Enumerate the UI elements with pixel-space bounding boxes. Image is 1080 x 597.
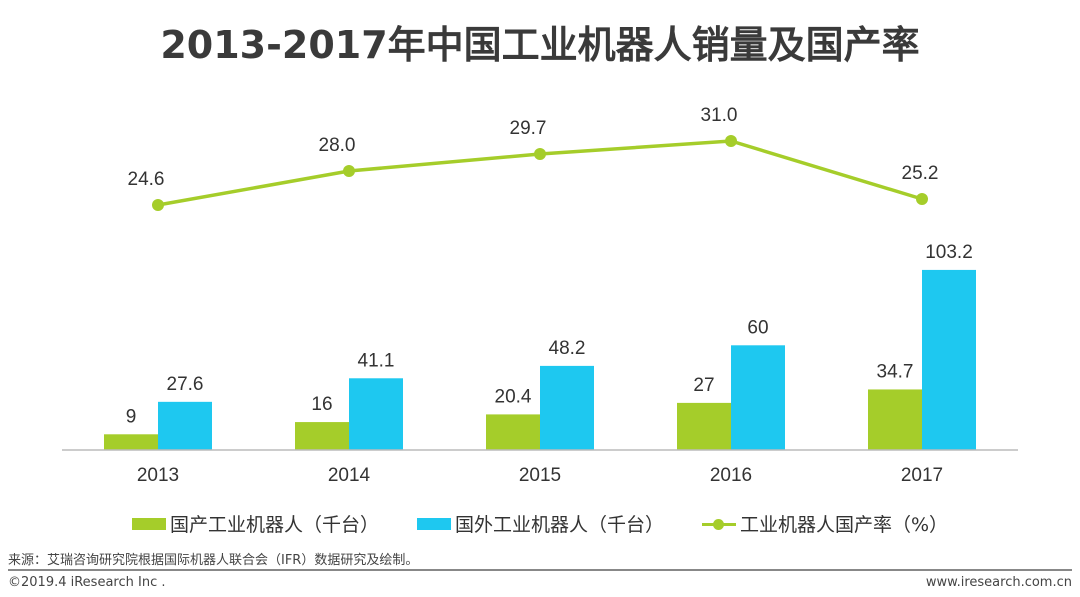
legend-label-domestic: 国产工业机器人（千台） (169, 514, 379, 536)
legend-label-rate: 工业机器人国产率（%） (739, 514, 949, 536)
rate-point-2014 (343, 165, 355, 177)
legend-swatch-domestic (131, 517, 166, 530)
bar-foreign-2013 (158, 401, 212, 450)
bar-label-foreign-2016: 60 (747, 317, 768, 338)
footer-divider (8, 569, 1072, 571)
bar-label-foreign-2014: 41.1 (358, 350, 395, 371)
chart-title: 2013-2017年中国工业机器人销量及国产率 (160, 23, 920, 67)
bar-label-domestic-2017: 34.7 (877, 361, 914, 382)
rate-point-2016 (725, 135, 737, 147)
bar-label-domestic-2014: 16 (311, 394, 332, 415)
bar-label-foreign-2017: 103.2 (925, 242, 973, 263)
rate-label-2015: 29.7 (510, 118, 547, 139)
x-tick-2013: 2013 (137, 465, 179, 486)
x-tick-2015: 2015 (519, 465, 561, 486)
bar-label-foreign-2013: 27.6 (167, 374, 204, 395)
bar-foreign-2017 (922, 269, 976, 450)
bar-domestic-2016 (677, 402, 731, 450)
copyright: ©2019.4 iResearch Inc . (8, 575, 166, 590)
bar-domestic-2013 (104, 434, 158, 450)
rate-label-2016: 31.0 (701, 105, 738, 126)
x-tick-2014: 2014 (328, 465, 371, 486)
rate-label-2013: 24.6 (128, 169, 165, 190)
bar-foreign-2016 (731, 345, 785, 450)
bar-domestic-2017 (868, 389, 922, 450)
bar-domestic-2014 (295, 422, 349, 450)
x-tick-2017: 2017 (901, 465, 943, 486)
bar-label-domestic-2015: 20.4 (495, 386, 532, 407)
rate-label-2017: 25.2 (902, 163, 939, 184)
bar-label-domestic-2013: 9 (126, 406, 137, 427)
rate-label-2014: 28.0 (319, 135, 356, 156)
legend-item-domestic: 国产工业机器人（千台） (131, 510, 379, 537)
website: www.iresearch.com.cn (925, 575, 1072, 590)
legend-swatch-rate (701, 517, 736, 531)
source-note: 来源：艾瑞咨询研究院根据国际机器人联合会（IFR）数据研究及绘制。 (8, 553, 419, 568)
legend-item-rate: 工业机器人国产率（%） (701, 510, 949, 537)
legend-label-foreign: 国外工业机器人（千台） (454, 514, 664, 536)
legend: 国产工业机器人（千台） 国外工业机器人（千台） 工业机器人国产率（%） (0, 510, 1080, 537)
x-tick-2016: 2016 (710, 465, 752, 486)
legend-swatch-foreign (416, 517, 451, 530)
rate-point-2013 (152, 199, 164, 211)
bar-foreign-2015 (540, 365, 594, 450)
bar-label-foreign-2015: 48.2 (549, 338, 586, 359)
rate-point-2017 (916, 193, 928, 205)
legend-item-foreign: 国外工业机器人（千台） (416, 510, 664, 537)
rate-point-2015 (534, 148, 546, 160)
bar-domestic-2015 (486, 414, 540, 450)
bar-label-domestic-2016: 27 (693, 375, 714, 396)
bar-foreign-2014 (349, 378, 403, 450)
